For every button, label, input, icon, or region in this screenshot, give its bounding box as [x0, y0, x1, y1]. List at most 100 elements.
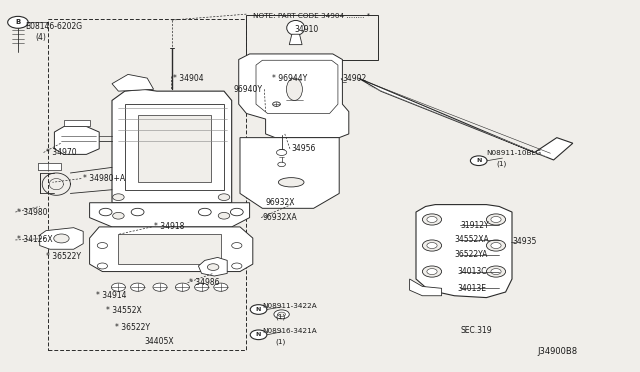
- Bar: [38, 163, 61, 170]
- Circle shape: [8, 16, 28, 28]
- Text: N08916-3421A: N08916-3421A: [262, 328, 317, 334]
- Circle shape: [195, 283, 209, 291]
- Bar: [125, 104, 224, 190]
- Circle shape: [131, 283, 145, 291]
- Text: 34935: 34935: [512, 237, 536, 246]
- Polygon shape: [256, 60, 338, 113]
- Circle shape: [198, 208, 211, 216]
- Text: * 34914: * 34914: [96, 291, 127, 300]
- Text: SEC.319: SEC.319: [461, 326, 492, 335]
- Text: 96932X: 96932X: [266, 198, 295, 207]
- Circle shape: [422, 266, 442, 277]
- Bar: [64, 120, 90, 126]
- Circle shape: [486, 214, 506, 225]
- Circle shape: [99, 208, 112, 216]
- Text: 96932XA: 96932XA: [262, 213, 297, 222]
- Circle shape: [276, 150, 287, 155]
- Circle shape: [250, 305, 267, 314]
- Text: NOTE: PART CODE 34904 ........ *: NOTE: PART CODE 34904 ........ *: [253, 13, 370, 19]
- Text: 34956: 34956: [291, 144, 316, 153]
- Circle shape: [486, 240, 506, 251]
- Text: B08146-6202G: B08146-6202G: [26, 22, 83, 31]
- Polygon shape: [240, 138, 339, 208]
- Polygon shape: [90, 203, 250, 227]
- Circle shape: [470, 156, 487, 166]
- Circle shape: [422, 240, 442, 251]
- Circle shape: [427, 243, 437, 248]
- Text: 34910: 34910: [294, 25, 319, 34]
- Circle shape: [214, 283, 228, 291]
- Circle shape: [111, 283, 125, 291]
- Circle shape: [207, 264, 219, 270]
- Circle shape: [113, 212, 124, 219]
- Text: 34902: 34902: [342, 74, 367, 83]
- Text: J34900B8: J34900B8: [538, 347, 578, 356]
- Text: 34013E: 34013E: [458, 284, 486, 293]
- Circle shape: [273, 102, 280, 106]
- Circle shape: [232, 263, 242, 269]
- Circle shape: [131, 208, 144, 216]
- Text: B: B: [15, 19, 20, 25]
- Circle shape: [491, 269, 501, 275]
- Text: (1): (1): [275, 338, 285, 345]
- Text: 34552XA: 34552XA: [454, 235, 489, 244]
- Text: * 36522Y: * 36522Y: [115, 323, 150, 332]
- Text: * 34980+A: * 34980+A: [83, 174, 125, 183]
- Text: 34405X: 34405X: [144, 337, 173, 346]
- Circle shape: [113, 194, 124, 201]
- Circle shape: [230, 208, 243, 216]
- Ellipse shape: [278, 177, 304, 187]
- Text: * 96944Y: * 96944Y: [272, 74, 307, 83]
- Text: N: N: [476, 158, 481, 163]
- Polygon shape: [40, 228, 83, 249]
- Circle shape: [491, 243, 501, 248]
- Circle shape: [427, 269, 437, 275]
- Text: 31912Y: 31912Y: [461, 221, 490, 230]
- Text: * 34904: * 34904: [173, 74, 204, 83]
- Polygon shape: [112, 89, 232, 203]
- Circle shape: [218, 194, 230, 201]
- Text: * 34552X: * 34552X: [106, 306, 141, 315]
- Text: (4): (4): [35, 33, 46, 42]
- Text: * 34986: * 34986: [189, 278, 220, 287]
- Circle shape: [232, 243, 242, 248]
- Circle shape: [218, 212, 230, 219]
- Polygon shape: [416, 205, 512, 298]
- Polygon shape: [198, 257, 227, 276]
- Polygon shape: [239, 54, 349, 138]
- Circle shape: [486, 266, 506, 277]
- Circle shape: [97, 243, 108, 248]
- Text: 34013C: 34013C: [458, 267, 487, 276]
- Text: * 34970: * 34970: [46, 148, 77, 157]
- Text: * 34126X: * 34126X: [17, 235, 52, 244]
- Polygon shape: [358, 78, 573, 160]
- Text: (1): (1): [275, 314, 285, 320]
- Text: N08911-10BLG: N08911-10BLG: [486, 150, 541, 155]
- Text: N: N: [256, 332, 261, 337]
- Circle shape: [427, 217, 437, 222]
- Text: (1): (1): [496, 160, 506, 167]
- Circle shape: [422, 214, 442, 225]
- Text: N08911-3422A: N08911-3422A: [262, 303, 317, 309]
- Bar: [48, 19, 246, 350]
- Text: * 34980: * 34980: [17, 208, 47, 217]
- Bar: [138, 115, 211, 182]
- Circle shape: [175, 283, 189, 291]
- Circle shape: [153, 283, 167, 291]
- Text: 36522YA: 36522YA: [454, 250, 488, 259]
- Polygon shape: [54, 126, 99, 154]
- Bar: [246, 15, 378, 60]
- Polygon shape: [112, 74, 154, 91]
- Circle shape: [274, 310, 289, 319]
- Bar: [38, 163, 48, 170]
- Circle shape: [54, 234, 69, 243]
- Circle shape: [278, 312, 285, 317]
- Circle shape: [278, 162, 285, 167]
- Text: N: N: [256, 307, 261, 312]
- Polygon shape: [90, 227, 253, 272]
- Bar: [118, 234, 221, 264]
- Circle shape: [491, 217, 501, 222]
- Text: * 34918: * 34918: [154, 222, 184, 231]
- Circle shape: [250, 330, 267, 340]
- Ellipse shape: [287, 20, 305, 35]
